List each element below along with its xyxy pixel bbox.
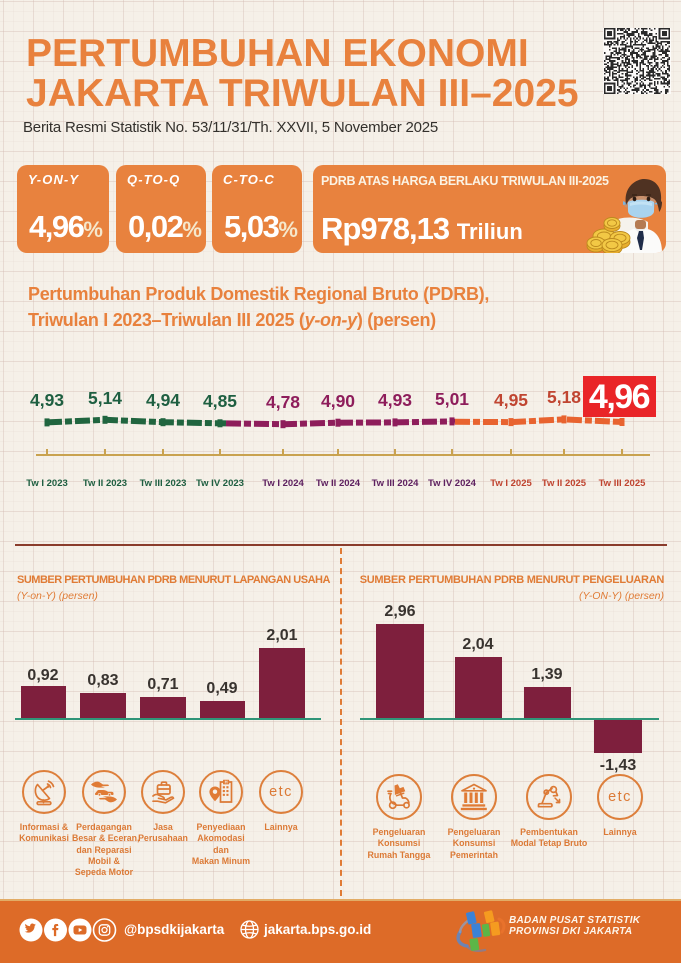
svg-text:4,78: 4,78 <box>266 392 300 412</box>
svg-text:Tw IV 2024: Tw IV 2024 <box>428 478 477 489</box>
svg-text:Tw I 2023: Tw I 2023 <box>26 478 68 489</box>
svg-text:Tw II 2024: Tw II 2024 <box>316 478 361 489</box>
svg-text:4,96: 4,96 <box>589 378 650 416</box>
svg-text:H: H <box>225 780 228 785</box>
svg-text:4,94: 4,94 <box>146 390 180 410</box>
svg-text:4,85: 4,85 <box>203 391 237 411</box>
svg-text:Tw II 2025: Tw II 2025 <box>542 478 587 489</box>
svg-text:Tw III 2025: Tw III 2025 <box>599 478 647 489</box>
svg-text:Tw II 2023: Tw II 2023 <box>83 478 127 489</box>
svg-text:4,90: 4,90 <box>321 391 355 411</box>
svg-text:4,95: 4,95 <box>494 390 528 410</box>
svg-text:5,14: 5,14 <box>88 388 122 408</box>
svg-text:Tw I 2024: Tw I 2024 <box>262 478 304 489</box>
svg-text:4,93: 4,93 <box>378 390 412 410</box>
svg-text:5,01: 5,01 <box>435 389 469 409</box>
svg-text:Tw I 2025: Tw I 2025 <box>490 478 532 489</box>
svg-text:5,18: 5,18 <box>547 387 581 407</box>
svg-text:4,93: 4,93 <box>30 390 64 410</box>
svg-text:Tw IV 2023: Tw IV 2023 <box>196 478 244 489</box>
svg-text:Tw III 2023: Tw III 2023 <box>140 478 187 489</box>
svg-text:Tw III 2024: Tw III 2024 <box>372 478 420 489</box>
